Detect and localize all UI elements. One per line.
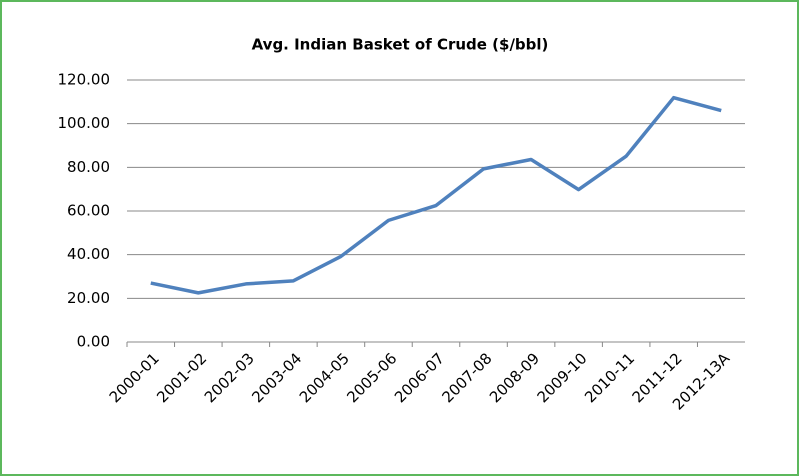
- y-tick-label: 20.00: [67, 289, 110, 307]
- y-tick-label: 60.00: [67, 202, 110, 220]
- line-series: [150, 95, 722, 295]
- y-tick-label: 40.00: [67, 245, 110, 263]
- y-tick-label: 100.00: [58, 114, 111, 132]
- chart-title: Avg. Indian Basket of Crude ($/bbl): [252, 36, 549, 54]
- y-tick-label: 0.00: [77, 333, 110, 351]
- y-tick-label: 80.00: [67, 158, 110, 176]
- y-tick-label: 120.00: [58, 71, 111, 89]
